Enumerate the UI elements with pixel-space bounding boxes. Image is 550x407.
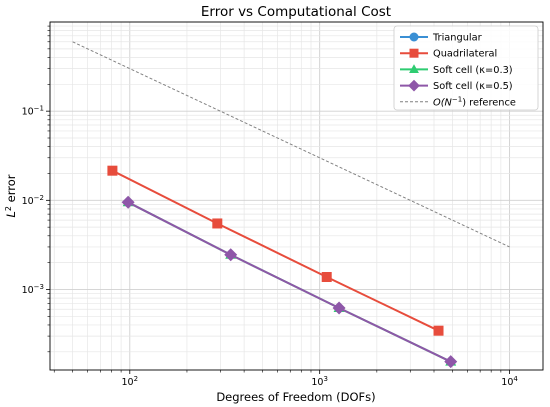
legend-marker xyxy=(409,48,419,58)
data-point xyxy=(433,325,444,336)
legend-label: Triangular xyxy=(432,33,483,44)
x-tick-label: 103 xyxy=(311,375,328,388)
legend-entry: O(N−1) reference xyxy=(400,95,516,108)
series-1 xyxy=(107,165,444,336)
legend-marker xyxy=(409,32,419,42)
legend-entry: Quadrilateral xyxy=(400,48,497,60)
series-line xyxy=(111,169,439,332)
y-ticks: 10−3 10−2 10−1 xyxy=(22,25,50,353)
series-layer xyxy=(107,165,458,369)
y-axis-label-sup: 2 xyxy=(4,206,13,211)
legend-label: O(N−1) reference xyxy=(433,95,516,108)
x-axis-label: Degrees of Freedom (DOFs) xyxy=(216,390,375,404)
x-tick-label: 102 xyxy=(122,375,139,388)
legend-box xyxy=(393,25,539,111)
x-tick-label: 104 xyxy=(501,375,518,388)
legend-label: Soft cell (κ=0.3) xyxy=(433,65,513,76)
legend-entry: Soft cell (κ=0.3) xyxy=(400,64,513,76)
y-axis-label-rest: error xyxy=(4,174,18,206)
legend-marker xyxy=(409,64,419,73)
data-point xyxy=(212,218,223,229)
series-line xyxy=(127,201,452,363)
data-point xyxy=(224,248,238,262)
data-point xyxy=(444,355,458,369)
data-point xyxy=(107,165,118,176)
chart-title: Error vs Computational Cost xyxy=(201,4,391,20)
y-tick-label: 10−2 xyxy=(22,194,44,207)
x-ticks: 102 103 104 xyxy=(53,370,518,388)
series-3 xyxy=(121,195,458,369)
legend-entry: Triangular xyxy=(400,32,483,44)
legend-marker xyxy=(408,79,420,92)
plot-frame xyxy=(49,21,544,371)
legend: Triangular Quadrilateral Soft cell (κ=0.3)… xyxy=(393,25,539,111)
data-point xyxy=(332,301,346,315)
y-axis-label: L2 error xyxy=(4,174,19,217)
legend-entry: Soft cell (κ=0.5) xyxy=(400,79,513,92)
legend-label: Quadrilateral xyxy=(433,49,497,60)
data-point xyxy=(121,195,135,209)
legend-label: Soft cell (κ=0.5) xyxy=(433,81,513,92)
y-axis-label-main: L xyxy=(4,211,18,217)
data-point xyxy=(321,272,332,283)
reference-line-path xyxy=(72,41,510,248)
reference-line xyxy=(72,41,510,248)
y-tick-label: 10−3 xyxy=(22,283,44,296)
y-tick-label: 10−1 xyxy=(22,105,44,118)
